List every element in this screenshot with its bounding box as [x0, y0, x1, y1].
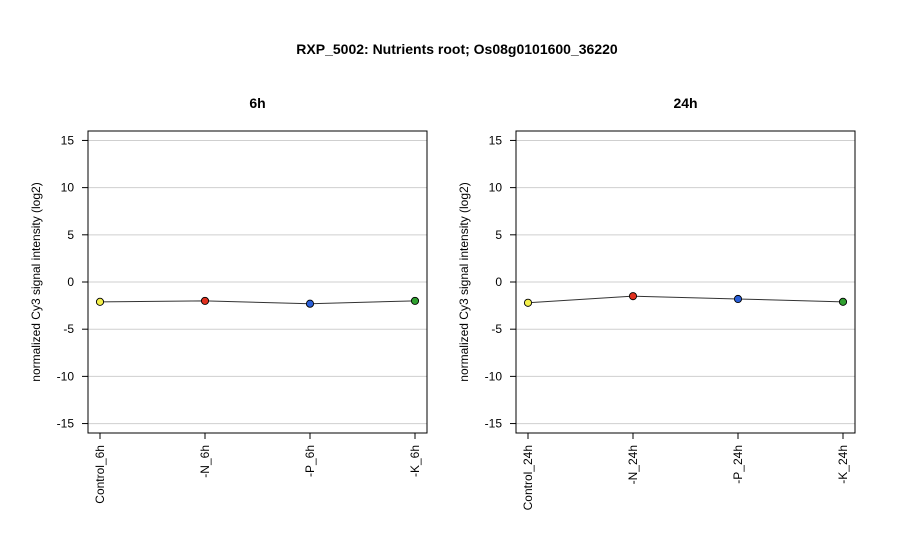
- y-tick-label: 0: [67, 275, 74, 289]
- x-tick-label: -P_24h: [731, 445, 745, 484]
- data-point-Control_6h: [95, 297, 105, 306]
- y-tick-label: 5: [495, 228, 502, 242]
- y-tick-label: 5: [67, 228, 74, 242]
- y-tick-label: -5: [491, 322, 502, 336]
- series-line: [527, 295, 844, 304]
- data-point--P_24h: [733, 294, 743, 304]
- data-point--K_6h: [410, 296, 420, 305]
- x-tick-label: -K_24h: [836, 445, 850, 484]
- x-tick-label: -K_6h: [408, 445, 422, 477]
- x-tick-label: -P_6h: [303, 445, 317, 477]
- data-point--N_6h: [200, 296, 210, 305]
- x-tick-label: -N_24h: [626, 445, 640, 484]
- y-tick-label: -15: [57, 417, 75, 431]
- y-axis-label: normalized Cy3 signal intensity (log2): [457, 182, 471, 381]
- data-point--P_6h: [305, 299, 315, 308]
- data-point--N_24h: [628, 292, 638, 301]
- panel-title: 24h: [673, 95, 697, 111]
- y-axis-label: normalized Cy3 signal intensity (log2): [29, 182, 43, 381]
- data-point--K_24h: [838, 297, 848, 306]
- chart-panel-6h: 6h -15 -10 -5 0 5 10 15 normalized Cy3 signal in…: [29, 95, 428, 504]
- y-tick-label: 15: [489, 133, 503, 147]
- y-tick-label: 10: [489, 181, 503, 195]
- chart-panel-24h: 24h -15 -10 -5 0 5 10 15 normalized Cy3 signal i…: [457, 95, 856, 510]
- plot-frame: [515, 130, 856, 434]
- y-tick-label: -10: [485, 369, 503, 383]
- x-tick-label: Control_6h: [93, 445, 107, 504]
- plot-frame: [87, 130, 428, 434]
- data-point-Control_24h: [523, 298, 533, 307]
- y-tick-label: -5: [63, 322, 74, 336]
- y-tick-label: -15: [485, 417, 503, 431]
- figure-title: RXP_5002: Nutrients root; Os08g0101600_3…: [296, 41, 618, 57]
- x-tick-label: Control_24h: [521, 445, 535, 510]
- panel-title: 6h: [249, 95, 265, 111]
- y-tick-label: 10: [61, 181, 75, 195]
- y-tick-label: 15: [61, 133, 75, 147]
- x-tick-label: -N_6h: [198, 445, 212, 478]
- y-tick-label: -10: [57, 369, 75, 383]
- series-line: [99, 300, 416, 305]
- y-tick-label: 0: [495, 275, 502, 289]
